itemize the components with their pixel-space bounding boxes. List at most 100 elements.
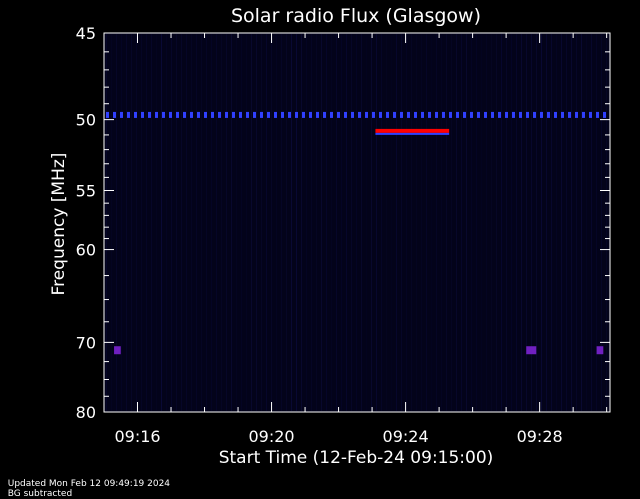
- noise-stripe: [256, 34, 257, 411]
- noise-stripe: [231, 34, 232, 411]
- noise-stripe: [471, 34, 472, 411]
- footer: Updated Mon Feb 12 09:49:19 2024 BG subt…: [2, 469, 180, 499]
- noise-stripe: [536, 34, 537, 411]
- interference-mark: [288, 111, 291, 118]
- noise-stripe: [271, 34, 272, 411]
- interference-mark: [400, 111, 403, 118]
- noise-stripe: [221, 34, 222, 411]
- noise-stripe: [371, 34, 372, 411]
- interference-mark: [540, 111, 543, 118]
- noise-stripe: [386, 34, 387, 411]
- noise-stripe: [566, 34, 567, 411]
- interference-mark: [491, 111, 494, 118]
- noise-stripe: [246, 34, 247, 411]
- interference-mark: [407, 111, 410, 118]
- noise-stripe: [366, 34, 367, 411]
- noise-stripe: [151, 34, 152, 411]
- interference-mark: [505, 111, 508, 118]
- noise-stripe: [496, 34, 497, 411]
- interference-mark: [456, 111, 459, 118]
- weak-spot: [526, 346, 537, 355]
- noise-stripe: [561, 34, 562, 411]
- interference-mark: [148, 111, 151, 118]
- noise-stripe: [321, 34, 322, 411]
- noise-stripe: [266, 34, 267, 411]
- noise-stripe: [216, 34, 217, 411]
- interference-mark: [379, 111, 382, 118]
- noise-stripe: [116, 34, 117, 411]
- noise-stripe: [316, 34, 317, 411]
- noise-stripe: [161, 34, 162, 411]
- noise-stripe: [511, 34, 512, 411]
- noise-stripe: [431, 34, 432, 411]
- interference-mark: [260, 111, 263, 118]
- interference-mark: [281, 111, 284, 118]
- noise-stripe: [331, 34, 332, 411]
- interference-mark: [337, 111, 340, 118]
- noise-stripe: [141, 34, 142, 411]
- noise-stripe: [521, 34, 522, 411]
- interference-mark: [393, 111, 396, 118]
- spectrogram-chart: 09:16 09:20 09:24 09:28 45 50 55 60 70 80 Solar r…: [49, 5, 611, 468]
- noise-stripe: [251, 34, 252, 411]
- x-tick-label: 09:28: [517, 427, 563, 446]
- interference-mark: [372, 111, 375, 118]
- interference-mark: [246, 111, 249, 118]
- noise-stripe: [586, 34, 587, 411]
- interference-mark: [519, 111, 522, 118]
- data-features: [106, 111, 606, 355]
- noise-stripe: [426, 34, 427, 411]
- interference-mark: [162, 111, 165, 118]
- noise-stripe: [446, 34, 447, 411]
- interference-mark: [358, 111, 361, 118]
- interference-mark: [414, 111, 417, 118]
- noise-stripe: [236, 34, 237, 411]
- noise-stripe: [501, 34, 502, 411]
- noise-stripe: [581, 34, 582, 411]
- weak-spot: [596, 346, 604, 355]
- interference-mark: [239, 111, 242, 118]
- noise-stripe: [591, 34, 592, 411]
- interference-mark: [134, 111, 137, 118]
- noise-stripe: [226, 34, 227, 411]
- noise-stripe: [276, 34, 277, 411]
- noise-stripe: [291, 34, 292, 411]
- interference-mark: [351, 111, 354, 118]
- noise-stripe: [401, 34, 402, 411]
- noise-stripe: [136, 34, 137, 411]
- interference-mark: [225, 111, 228, 118]
- noise-stripe: [196, 34, 197, 411]
- noise-stripe: [296, 34, 297, 411]
- background-note: BG subtracted: [7, 489, 73, 499]
- strong-band-edge: [375, 132, 450, 135]
- interference-mark: [141, 111, 144, 118]
- noise-stripe: [481, 34, 482, 411]
- noise-stripe: [286, 34, 287, 411]
- noise-stripe: [301, 34, 302, 411]
- interference-mark: [183, 111, 186, 118]
- interference-mark: [512, 111, 515, 118]
- noise-stripe: [396, 34, 397, 411]
- interference-mark: [113, 111, 116, 118]
- y-tick-label: 45: [76, 24, 96, 43]
- noise-stripe: [381, 34, 382, 411]
- background-noise: [106, 34, 607, 411]
- interference-mark: [428, 111, 431, 118]
- noise-stripe: [541, 34, 542, 411]
- noise-stripe: [416, 34, 417, 411]
- y-tick-label: 70: [76, 333, 96, 352]
- noise-stripe: [176, 34, 177, 411]
- x-tick-label: 09:16: [114, 427, 160, 446]
- noise-stripe: [126, 34, 127, 411]
- y-tick-label: 80: [76, 403, 96, 422]
- plot-frame: [103, 32, 611, 413]
- noise-stripe: [451, 34, 452, 411]
- noise-stripe: [146, 34, 147, 411]
- interference-mark: [365, 111, 368, 118]
- noise-stripe: [191, 34, 192, 411]
- interference-mark: [463, 111, 466, 118]
- interference-mark: [386, 111, 389, 118]
- noise-stripe: [336, 34, 337, 411]
- noise-stripe: [181, 34, 182, 411]
- interference-mark: [295, 111, 298, 118]
